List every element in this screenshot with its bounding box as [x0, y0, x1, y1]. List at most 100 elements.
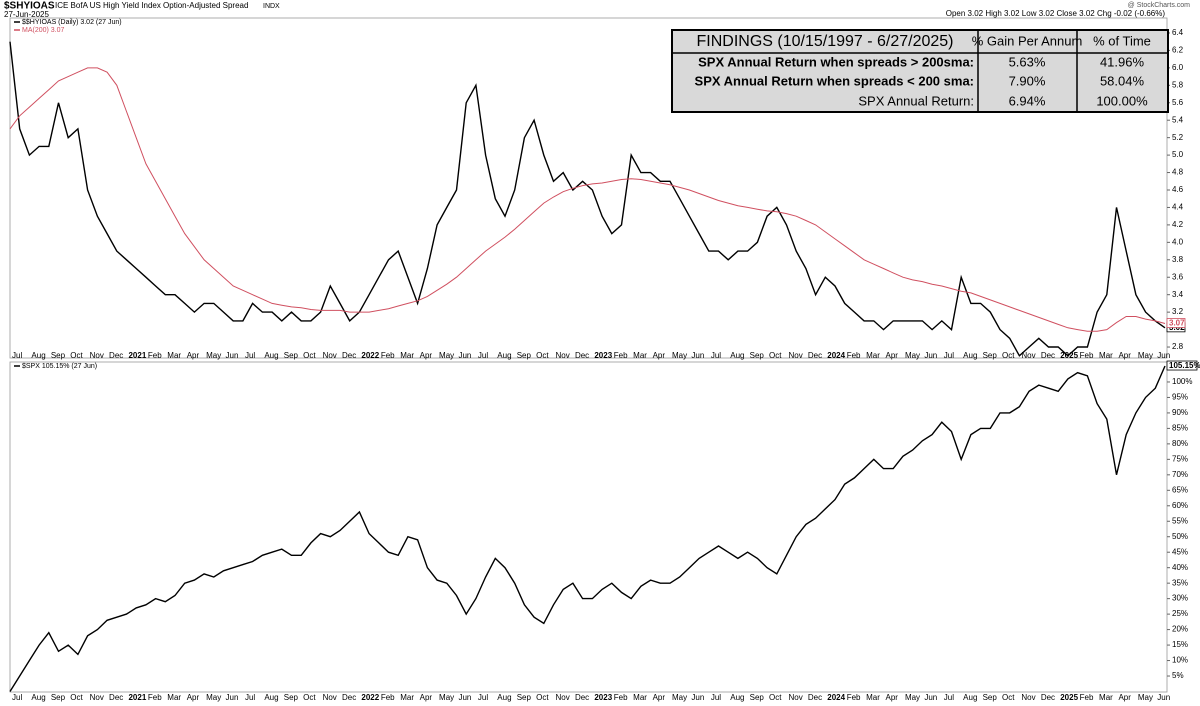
legend-entry: $$HYIOAS (Daily) 3.02 (27 Jun): [22, 19, 122, 26]
y-tick-label: 35%: [1172, 578, 1188, 587]
y-tick-label: 55%: [1172, 516, 1188, 525]
x-tick-label: Sep: [517, 351, 532, 360]
series-line: [9, 41, 1166, 357]
x-tick-label: Mar: [167, 351, 181, 360]
x-tick-label: Dec: [342, 351, 356, 360]
symbol: $SHYIOAS: [4, 1, 55, 12]
x-tick-label: 2024: [827, 351, 845, 360]
x-tick-label: Jun: [924, 351, 937, 360]
series-line: [9, 67, 1166, 332]
x-tick-label: Nov: [556, 351, 570, 360]
x-tick-label: Sep: [750, 351, 765, 360]
x-tick-label: Apr: [653, 351, 666, 360]
x-tick-label: Feb: [847, 351, 861, 360]
x-tick-label: Oct: [769, 693, 782, 702]
y-tick-label: 20%: [1172, 625, 1188, 634]
price-tag-label: 105.15%: [1169, 361, 1200, 370]
x-tick-label: Dec: [575, 351, 589, 360]
y-tick-label: 5.2: [1172, 133, 1184, 142]
x-tick-label: Oct: [1002, 351, 1015, 360]
panel-frame: [9, 361, 1168, 693]
y-tick-label: 4.8: [1172, 168, 1184, 177]
x-tick-label: Sep: [983, 351, 998, 360]
description: ICE BofA US High Yield Index Option-Adju…: [55, 1, 248, 10]
x-tick-label: Aug: [497, 693, 511, 702]
x-tick-label: Nov: [788, 693, 802, 702]
x-tick-label: Feb: [381, 693, 395, 702]
y-tick-label: 5.4: [1172, 115, 1184, 124]
table-cell: 7.90%: [1009, 73, 1046, 88]
panel-frame: [9, 17, 1168, 359]
x-tick-label: Jun: [458, 693, 471, 702]
x-tick-label: Feb: [847, 693, 861, 702]
x-tick-label: Jul: [478, 693, 488, 702]
legend-entry: $SPX 105.15% (27 Jun): [22, 363, 97, 370]
x-tick-label: May: [439, 693, 454, 702]
y-tick-label: 3.8: [1172, 255, 1184, 264]
x-tick-label: May: [1138, 351, 1153, 360]
x-tick-label: Mar: [167, 693, 181, 702]
table-cell: 100.00%: [1096, 93, 1148, 108]
x-tick-label: Sep: [750, 693, 765, 702]
x-tick-label: Oct: [70, 693, 83, 702]
x-tick-label: Jul: [944, 693, 954, 702]
table-cell: 6.94%: [1009, 93, 1046, 108]
x-tick-label: Mar: [400, 693, 414, 702]
y-tick-label: 3.4: [1172, 290, 1184, 299]
y-tick-label: 100%: [1172, 377, 1192, 386]
x-tick-label: Jun: [1157, 351, 1170, 360]
x-tick-label: Oct: [769, 351, 782, 360]
x-tick-label: Dec: [808, 351, 822, 360]
x-tick-label: Feb: [1080, 693, 1094, 702]
x-tick-label: Oct: [536, 693, 549, 702]
y-tick-label: 6.0: [1172, 63, 1184, 72]
y-tick-label: 25%: [1172, 609, 1188, 618]
x-tick-label: Jun: [1157, 693, 1170, 702]
x-tick-label: 2023: [594, 351, 612, 360]
y-tick-label: 5.0: [1172, 150, 1184, 159]
x-tick-label: Mar: [633, 693, 647, 702]
x-tick-label: Sep: [284, 693, 299, 702]
y-tick-label: 3.2: [1172, 307, 1184, 316]
x-tick-label: 2022: [361, 351, 379, 360]
source: @ StockCharts.com: [1128, 2, 1191, 9]
x-tick-label: Dec: [109, 351, 123, 360]
x-tick-label: Jul: [711, 351, 721, 360]
findings-table: FINDINGS (10/15/1997 - 6/27/2025) % Gain…: [671, 29, 1169, 113]
x-tick-label: May: [206, 693, 221, 702]
exchange: INDX: [263, 3, 280, 10]
x-tick-label: Aug: [963, 351, 977, 360]
y-tick-label: 4.4: [1172, 203, 1184, 212]
x-tick-label: Aug: [730, 693, 744, 702]
y-tick-label: 45%: [1172, 547, 1188, 556]
x-tick-label: Apr: [1118, 693, 1131, 702]
x-tick-label: Apr: [187, 693, 200, 702]
y-tick-label: 10%: [1172, 656, 1188, 665]
x-tick-label: Mar: [633, 351, 647, 360]
y-tick-label: 5.6: [1172, 98, 1184, 107]
x-tick-label: Apr: [187, 351, 200, 360]
y-tick-label: 15%: [1172, 640, 1188, 649]
y-tick-label: 2.8: [1172, 342, 1184, 351]
table-cell: 41.96%: [1100, 54, 1145, 69]
y-tick-label: 6.2: [1172, 46, 1184, 55]
x-tick-label: Jun: [924, 693, 937, 702]
x-tick-label: Feb: [148, 351, 162, 360]
x-tick-label: Jul: [12, 693, 22, 702]
x-tick-label: Feb: [614, 351, 628, 360]
x-tick-label: 2021: [128, 693, 146, 702]
x-tick-label: Nov: [788, 351, 802, 360]
x-tick-label: Dec: [808, 693, 822, 702]
x-tick-label: 2025: [1060, 693, 1078, 702]
x-tick-label: Mar: [866, 693, 880, 702]
y-tick-label: 80%: [1172, 439, 1188, 448]
x-tick-label: May: [1138, 693, 1153, 702]
x-tick-label: Oct: [536, 351, 549, 360]
x-tick-label: 2025: [1060, 351, 1078, 360]
x-tick-label: May: [439, 351, 454, 360]
x-tick-label: Jul: [478, 351, 488, 360]
x-tick-label: Oct: [303, 693, 316, 702]
quote: Open 3.02 High 3.02 Low 3.02 Close 3.02 …: [946, 9, 1166, 18]
x-tick-label: Sep: [517, 693, 532, 702]
